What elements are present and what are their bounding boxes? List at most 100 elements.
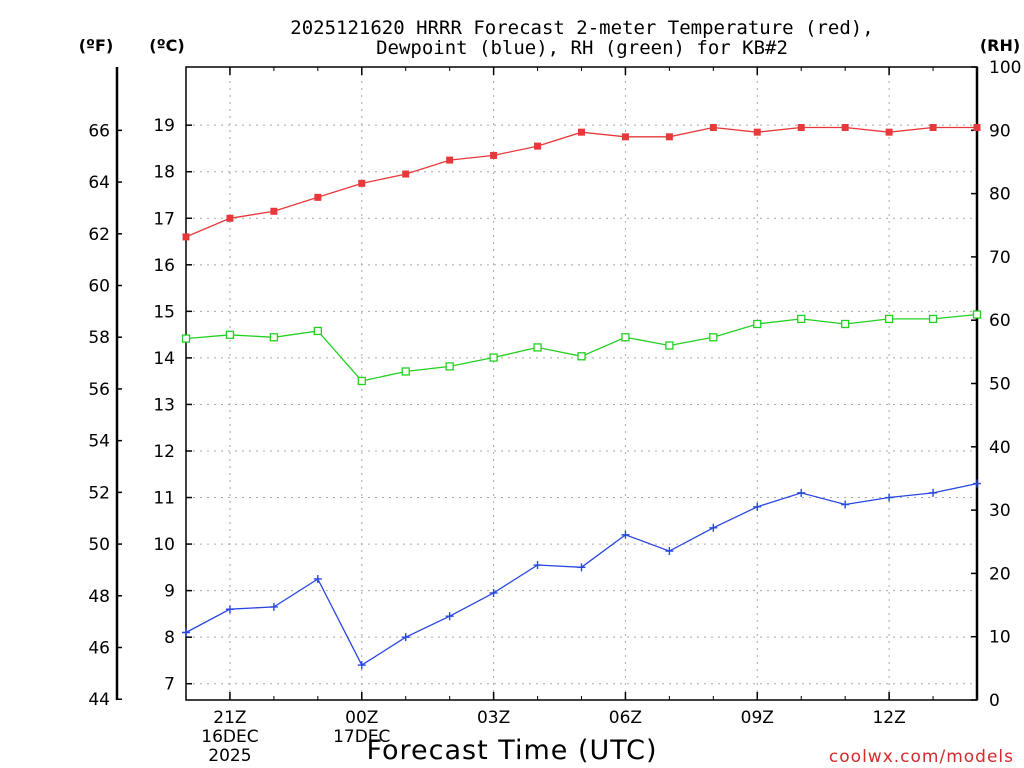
x-tick-label: 12Z — [872, 708, 905, 728]
series-rh — [181, 310, 982, 386]
fahrenheit-tick-label: 54 — [88, 432, 110, 452]
dewpoint-point — [182, 628, 190, 637]
dewpoint-point — [357, 661, 366, 670]
rh-tick-label: 80 — [989, 185, 1011, 205]
x-tick-label: 21Z — [213, 708, 246, 728]
dewpoint-point — [489, 588, 498, 597]
fahrenheit-tick-label: 64 — [88, 173, 110, 193]
x-axis-label: Forecast Time (UTC) — [366, 735, 657, 766]
temperature-point — [841, 124, 849, 132]
rh-tick-label: 60 — [989, 311, 1011, 331]
rh-point — [665, 341, 674, 350]
rh-unit-label: (RH) — [980, 36, 1020, 55]
rh-point — [533, 343, 542, 352]
rh-tick-label: 90 — [989, 121, 1011, 141]
rh-point — [577, 352, 586, 361]
temperature-point — [226, 214, 234, 222]
grid — [186, 67, 977, 700]
dewpoint-point — [621, 530, 630, 539]
fahrenheit-tick-label: 58 — [88, 328, 110, 348]
rh-point — [841, 319, 850, 329]
rh-tick-label: 40 — [989, 438, 1011, 458]
celsius-tick-label: 7 — [164, 675, 175, 695]
celsius-tick-label: 10 — [153, 535, 175, 555]
dewpoint-point — [533, 561, 542, 570]
celsius-tick-label: 16 — [153, 256, 175, 276]
temperature-point — [621, 133, 629, 141]
series-temperature — [182, 124, 981, 241]
rh-point — [489, 353, 498, 362]
data-series — [181, 124, 982, 670]
dewpoint-point — [269, 602, 278, 611]
rh-tick-label: 0 — [989, 691, 1000, 711]
dewpoint-point — [841, 500, 850, 509]
x-tick-date: 17DEC — [333, 727, 390, 747]
dewpoint-point — [885, 493, 894, 502]
plot-frame — [185, 66, 978, 701]
temperature-point — [446, 156, 454, 164]
rh-point — [753, 319, 762, 329]
series-dewpoint — [182, 479, 981, 670]
celsius-tick-label: 18 — [153, 163, 175, 183]
celsius-unit-label: (ºC) — [149, 36, 184, 55]
dewpoint-line — [185, 482, 978, 667]
dewpoint-point — [753, 502, 762, 511]
chart-title-line2: Dewpoint (blue), RH (green) for KB#2 — [376, 37, 788, 59]
fahrenheit-tick-label: 62 — [88, 225, 110, 245]
rh-tick-label: 20 — [989, 564, 1011, 584]
celsius-tick-label: 9 — [164, 582, 175, 602]
celsius-tick-label: 19 — [153, 116, 175, 136]
temperature-point — [358, 179, 366, 187]
rh-point — [884, 314, 894, 324]
chart-title-line1: 2025121620 HRRR Forecast 2-meter Tempera… — [290, 17, 873, 39]
dewpoint-point — [445, 612, 454, 621]
dewpoint-point — [973, 479, 981, 488]
temperature-point — [973, 124, 981, 132]
temperature-point — [270, 207, 278, 215]
fahrenheit-tick-label: 56 — [88, 380, 110, 400]
site-credit: coolwx.com/models — [829, 747, 1014, 767]
x-tick-year: 2025 — [208, 746, 251, 766]
dewpoint-point — [665, 547, 674, 556]
temperature-point — [578, 128, 585, 136]
rh-point — [313, 326, 322, 336]
rh-point — [225, 330, 235, 339]
x-tick-label: 00Z — [345, 708, 378, 728]
fahrenheit-tick-label: 60 — [88, 276, 110, 296]
celsius-tick-label: 15 — [153, 302, 175, 322]
rh-tick-label: 70 — [989, 248, 1011, 268]
x-tick-label: 09Z — [741, 708, 774, 728]
rh-point — [797, 314, 806, 324]
temperature-line — [185, 126, 977, 238]
x-tick-date: 16DEC — [201, 727, 258, 747]
dewpoint-point — [401, 633, 410, 642]
temperature-point — [929, 124, 937, 132]
rh-line — [185, 313, 978, 382]
celsius-tick-label: 8 — [164, 628, 175, 648]
fahrenheit-unit-label: (ºF) — [79, 36, 114, 55]
temperature-point — [797, 124, 805, 132]
rh-point — [709, 333, 718, 342]
temperature-point — [490, 151, 498, 159]
rh-tick-label: 30 — [989, 501, 1011, 521]
temperature-point — [709, 124, 717, 132]
rh-point — [269, 333, 279, 342]
temperature-point — [314, 193, 322, 201]
rh-tick-label: 10 — [989, 628, 1011, 648]
rh-point — [445, 362, 454, 371]
axes: 44 46 48 50 52 54 56 58 60 62 64 66 7 8 9 10 11 12 13 14 15 1… — [88, 58, 1021, 766]
rh-point — [401, 367, 410, 376]
fahrenheit-tick-label: 46 — [88, 639, 110, 659]
temperature-point — [534, 142, 542, 150]
fahrenheit-tick-label: 50 — [88, 535, 110, 555]
dewpoint-point — [313, 574, 322, 583]
dewpoint-point — [577, 563, 586, 572]
rh-point — [928, 314, 938, 324]
temperature-point — [753, 128, 761, 136]
dewpoint-point — [225, 605, 234, 614]
x-tick-label: 03Z — [477, 708, 510, 728]
temperature-point — [665, 133, 673, 141]
dewpoint-point — [797, 488, 806, 497]
celsius-tick-label: 11 — [153, 489, 175, 509]
